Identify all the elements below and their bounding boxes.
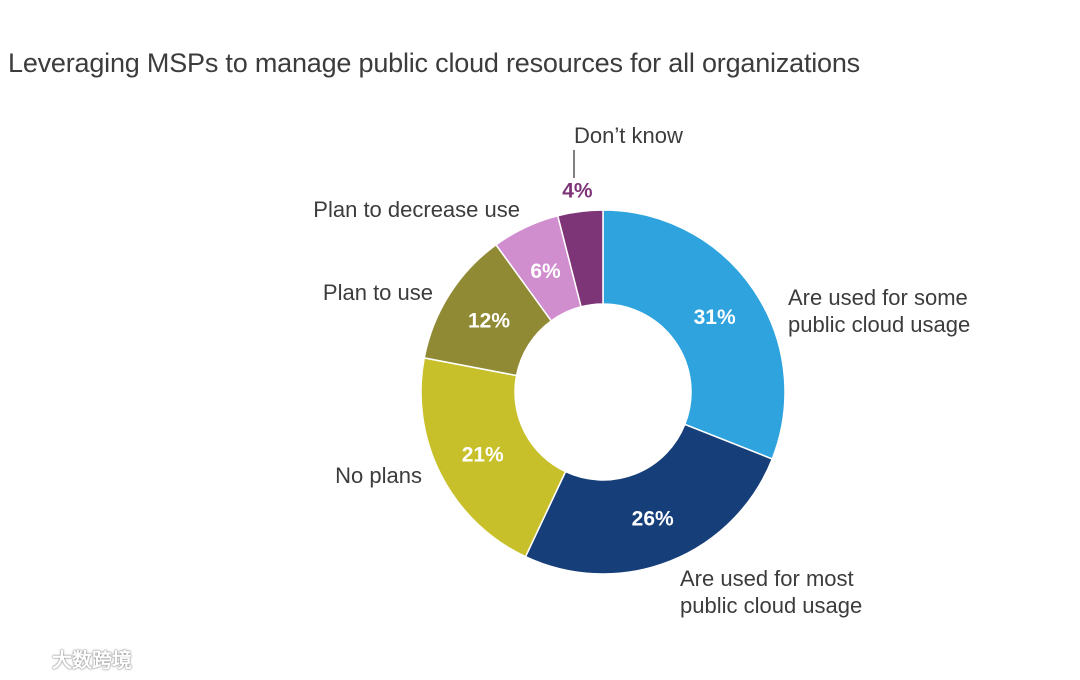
slice-0	[602, 209, 786, 460]
slice-value-label-0: 31%	[694, 306, 736, 329]
slice-1	[524, 423, 774, 575]
slice-category-label-0: Are used for some public cloud usage	[788, 285, 970, 337]
slice-category-label-2: No plans	[335, 463, 422, 488]
watermark-logo-icon	[8, 648, 48, 669]
watermark-text: 大数跨境	[52, 648, 132, 672]
slice-value-label-2: 21%	[462, 443, 504, 466]
watermark: 大数跨境	[8, 644, 132, 673]
slice-2	[420, 357, 567, 558]
slice-category-label-4: Plan to decrease use	[313, 197, 520, 222]
slice-category-label-5: Don’t know	[574, 123, 683, 148]
slice-value-label-1: 26%	[632, 508, 674, 531]
slice-5	[556, 209, 604, 308]
slice-value-label-4: 6%	[530, 260, 561, 283]
slice-category-label-3: Plan to use	[323, 280, 433, 305]
chart-title: Leveraging MSPs to manage public cloud r…	[8, 48, 860, 78]
slice-value-label-3: 12%	[468, 310, 510, 333]
slice-category-label-1: Are used for most public cloud usage	[680, 566, 862, 618]
slice-value-label-5: 4%	[562, 180, 593, 203]
